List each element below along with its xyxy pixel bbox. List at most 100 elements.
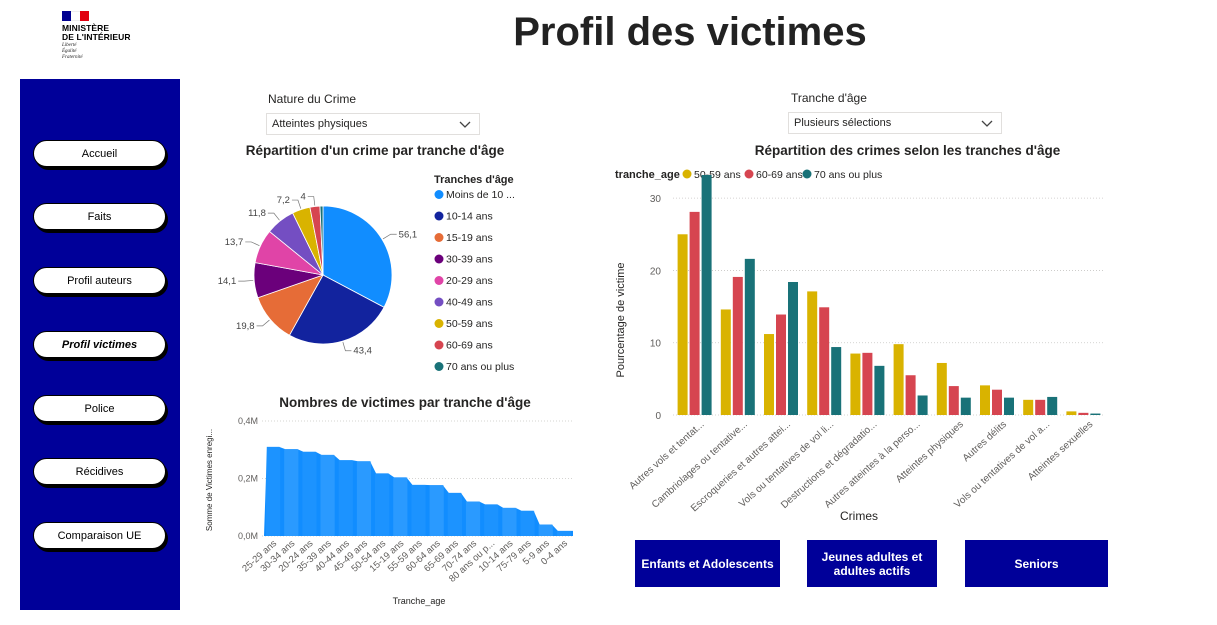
bar[interactable] <box>850 353 861 415</box>
pie-slice[interactable] <box>322 205 393 308</box>
area-y-tick: 0,0M <box>238 531 258 541</box>
nav-faits-button[interactable]: Faits <box>33 203 166 230</box>
nav-comparaison-ue-button[interactable]: Comparaison UE <box>33 522 166 549</box>
area-step-band <box>520 510 535 536</box>
bar[interactable] <box>1023 399 1034 415</box>
bar[interactable] <box>960 397 971 415</box>
chevron-down-icon <box>459 121 471 128</box>
flag-red-band <box>80 11 89 21</box>
bar[interactable] <box>893 344 904 415</box>
legend-marker <box>434 233 444 242</box>
pie-legend-item[interactable]: 40-49 ans <box>446 297 493 309</box>
bar[interactable] <box>1004 397 1014 415</box>
bar[interactable] <box>744 258 755 415</box>
bar[interactable] <box>1066 411 1077 415</box>
pie-data-label: 13,7 <box>225 237 244 248</box>
bar[interactable] <box>1090 413 1101 415</box>
bar[interactable] <box>992 389 1002 415</box>
pie-data-label: 56,1 <box>399 229 418 240</box>
pie-leader-line <box>382 233 397 240</box>
logo-motto-2: Égalité <box>62 49 77 54</box>
jeunes-adultes-button[interactable]: Jeunes adultes et adultes actifs <box>807 540 937 587</box>
logo-motto: Liberté Égalité Fraternité <box>62 43 162 61</box>
tranche-age-dropdown[interactable]: Plusieurs sélections <box>788 112 1002 134</box>
legend-marker <box>434 211 444 221</box>
bar-legend-marker <box>682 169 692 179</box>
bar-chart: tranche_age 50-59 ans 60-69 ans 70 ans ou … <box>615 169 1105 523</box>
area-step-band <box>411 484 426 536</box>
legend-marker <box>434 340 444 350</box>
bar[interactable] <box>936 362 947 415</box>
pie-data-label: 7,2 <box>277 195 290 206</box>
seniors-button[interactable]: Seniors <box>965 540 1108 587</box>
bar[interactable] <box>1047 396 1058 415</box>
area-step-band <box>375 473 390 536</box>
pie-legend-item[interactable]: Moins de 10 ... <box>446 189 515 201</box>
bar[interactable] <box>831 347 842 415</box>
nav-profil-auteurs-button[interactable]: Profil auteurs <box>33 267 166 294</box>
nav-police-button[interactable]: Police <box>33 395 166 422</box>
pie-legend-item[interactable]: 70 ans ou plus <box>446 361 514 373</box>
legend-marker <box>434 319 444 328</box>
bar[interactable] <box>677 234 688 415</box>
bar[interactable] <box>948 386 959 415</box>
bar[interactable] <box>701 175 712 415</box>
flag-white-band <box>71 11 80 21</box>
bar[interactable] <box>764 334 774 415</box>
jeunes-adultes-label-line1: Jeunes adultes et <box>821 549 923 564</box>
area-step-band <box>502 507 517 536</box>
french-flag-icon <box>62 11 89 21</box>
bar[interactable] <box>776 314 786 415</box>
bar-y-tick: 30 <box>650 194 662 205</box>
pie-legend-item[interactable]: 10-14 ans <box>446 211 493 223</box>
bar[interactable] <box>807 291 818 415</box>
bar-legend-title: tranche_age <box>615 169 680 181</box>
bar[interactable] <box>862 352 873 415</box>
pie-leader-line <box>342 342 352 352</box>
legend-marker <box>434 190 444 199</box>
nav-recidives-button[interactable]: Récidives <box>33 458 166 485</box>
pie-legend-item[interactable]: 15-19 ans <box>446 232 493 244</box>
ministere-logo: MINISTÈRE DE L'INTÉRIEUR Liberté Égalité… <box>62 11 162 61</box>
nav-accueil-button[interactable]: Accueil <box>33 140 166 167</box>
pie-legend-item[interactable]: 30-39 ans <box>446 254 493 266</box>
logo-brand-line1: MINISTÈRE <box>62 23 110 33</box>
pie-leader-line <box>245 241 260 247</box>
pie-leader-line <box>238 280 254 282</box>
bar-y-axis-label: Pourcentage de victime <box>615 263 627 378</box>
bar[interactable] <box>917 395 928 415</box>
bar-legend-item[interactable]: 60-69 ans <box>756 169 803 181</box>
bar[interactable] <box>720 309 731 415</box>
bar[interactable] <box>788 281 798 415</box>
bar-legend-item[interactable]: 50-59 ans <box>694 169 741 181</box>
nature-crime-dropdown[interactable]: Atteintes physiques <box>266 113 480 135</box>
nav-profil-victimes-button[interactable]: Profil victimes <box>33 331 166 358</box>
area-step-band <box>429 485 444 536</box>
bar[interactable] <box>980 385 990 415</box>
area-step-band <box>284 449 299 536</box>
logo-brand: MINISTÈRE DE L'INTÉRIEUR <box>62 24 162 42</box>
enfants-adolescents-button[interactable]: Enfants et Adolescents <box>635 540 780 587</box>
area-step-band <box>302 451 317 536</box>
pie-legend-item[interactable]: 50-59 ans <box>446 318 493 330</box>
area-x-axis-label: Tranche_age <box>393 596 446 606</box>
bar[interactable] <box>1035 399 1046 415</box>
jeunes-adultes-label-line2: adultes actifs <box>833 563 911 578</box>
area-step-band <box>447 492 462 536</box>
logo-motto-3: Fraternité <box>62 55 83 60</box>
bar[interactable] <box>1078 412 1089 415</box>
bar[interactable] <box>874 365 885 415</box>
area-y-tick: 0,2M <box>238 474 258 484</box>
pie-slice[interactable] <box>319 205 324 276</box>
pie-leader-line <box>307 196 316 206</box>
pie-slice[interactable] <box>288 274 385 345</box>
bar[interactable] <box>905 375 916 415</box>
pie-legend-item[interactable]: 20-29 ans <box>446 275 493 287</box>
area-series[interactable] <box>264 446 573 536</box>
pie-legend-item[interactable]: 60-69 ans <box>446 340 493 352</box>
bar[interactable] <box>732 276 743 415</box>
bar[interactable] <box>689 211 700 415</box>
bar-legend-item[interactable]: 70 ans ou plus <box>814 169 882 181</box>
pie-chart: 56,1 43,4 19,8 14,1 13,7 11,8 7,2 4 Tranches d'… <box>218 174 515 373</box>
bar[interactable] <box>819 307 830 415</box>
